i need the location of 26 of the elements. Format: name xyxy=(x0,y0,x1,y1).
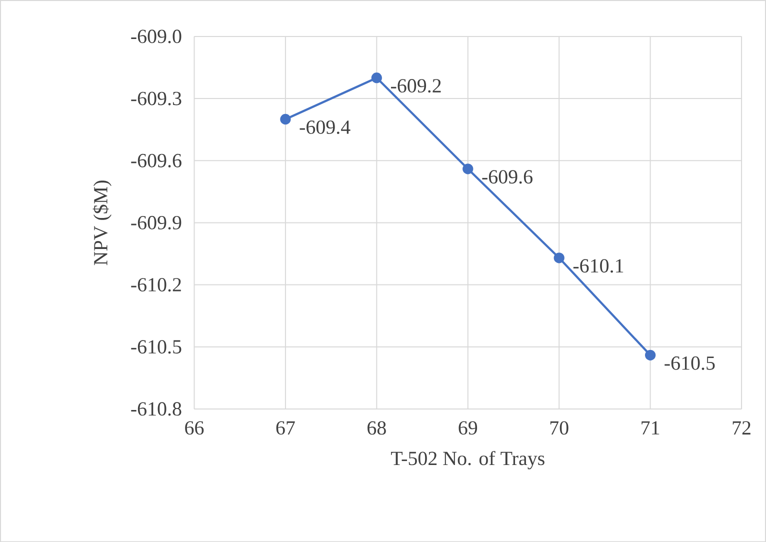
y-tick-label: -610.2 xyxy=(131,278,181,292)
y-tick-label: -609.9 xyxy=(131,216,182,230)
data-label: -609.4 xyxy=(300,120,350,134)
data-label: -609.6 xyxy=(482,170,532,184)
point xyxy=(644,350,656,360)
data-label: -610.1 xyxy=(573,258,624,273)
y-tick-label: -609.0 xyxy=(131,30,182,44)
x-tick-label: 67 xyxy=(276,421,295,434)
y-tick-label: -609.6 xyxy=(131,154,182,168)
point xyxy=(371,72,382,84)
y-tick-label: -610.5 xyxy=(131,340,182,354)
x-tick-label: 66 xyxy=(185,421,204,434)
data-label: -609.2 xyxy=(390,78,441,92)
y-tick-label: -610.8 xyxy=(131,402,182,416)
data-label: -610.5 xyxy=(664,356,715,370)
x-tick-label: 71 xyxy=(642,421,660,434)
x-tick-label: 69 xyxy=(458,421,478,434)
y-tick-label: -609.3 xyxy=(131,92,182,106)
point xyxy=(280,114,291,124)
point xyxy=(554,252,564,264)
x-tick-label: 68 xyxy=(368,421,386,435)
x-axis-title: T-502 No. of Trays xyxy=(391,450,544,470)
point xyxy=(462,163,474,174)
x-tick-label: 70 xyxy=(550,421,568,435)
x-tick-label: 72 xyxy=(732,421,750,434)
y-axis-title: NPV ($M) xyxy=(92,180,112,265)
